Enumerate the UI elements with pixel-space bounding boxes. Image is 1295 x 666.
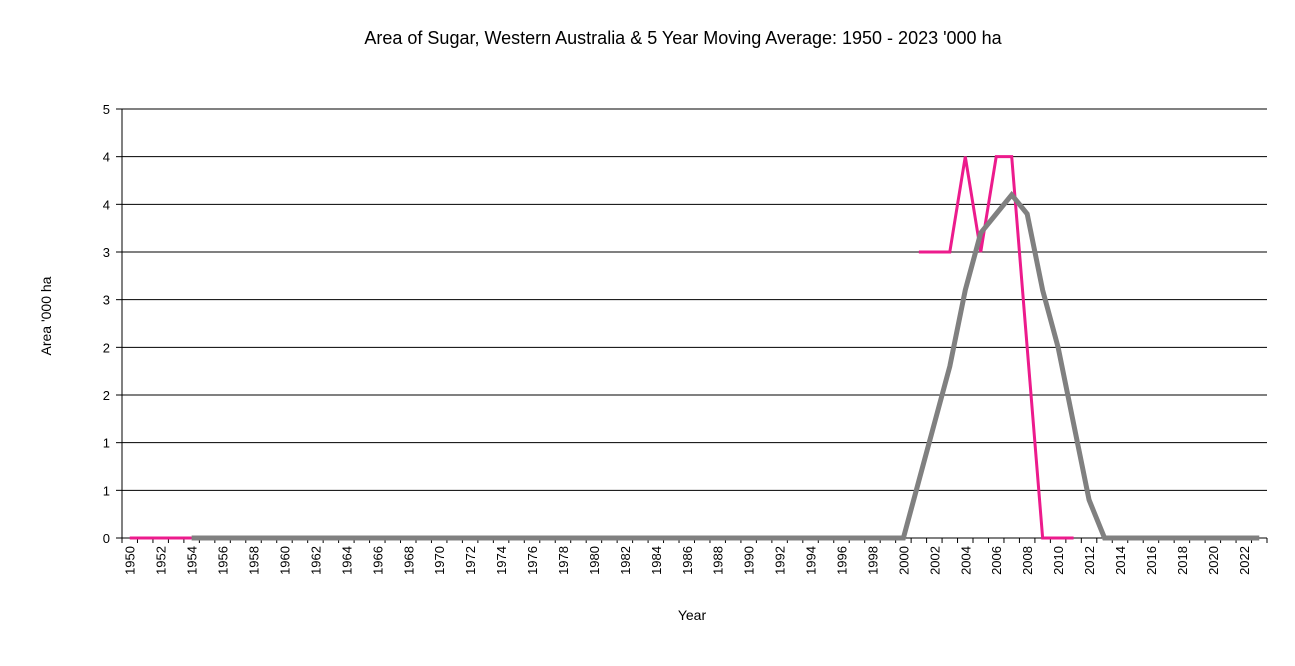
y-tick-label: 2 [103, 340, 110, 355]
x-tick-label: 1992 [773, 546, 788, 575]
y-tick-label: 5 [103, 102, 110, 117]
y-tick-label: 1 [103, 436, 110, 451]
x-tick-label: 1970 [432, 546, 447, 575]
series-group [129, 155, 1260, 541]
chart-title: Area of Sugar, Western Australia & 5 Yea… [364, 28, 1002, 48]
y-tick-label: 1 [103, 483, 110, 498]
x-tick-label: 2018 [1175, 546, 1190, 575]
x-tick-label: 1986 [680, 546, 695, 575]
y-tick-label: 3 [103, 245, 110, 260]
y-tick-label: 0 [103, 531, 110, 546]
x-tick-label: 1982 [618, 546, 633, 575]
gridlines [122, 108, 1267, 491]
series-line-area [129, 155, 1074, 540]
x-tick-label: 1964 [339, 546, 354, 575]
x-tick-label: 1972 [463, 546, 478, 575]
x-tick-label: 1990 [742, 546, 757, 575]
x-tick-label: 2006 [989, 546, 1004, 575]
x-tick-label: 1984 [649, 546, 664, 575]
y-tick-label: 4 [103, 197, 110, 212]
x-tick-label: 1980 [587, 546, 602, 575]
x-tick-label: 2012 [1082, 546, 1097, 575]
x-tick-label: 1998 [865, 546, 880, 575]
y-tick-label: 4 [103, 150, 110, 165]
x-tick-label: 2016 [1144, 546, 1159, 575]
x-tick-label: 1956 [216, 546, 231, 575]
x-tick-label: 2002 [927, 546, 942, 575]
x-tick-label: 2000 [896, 546, 911, 575]
x-tick-label: 1994 [804, 546, 819, 575]
x-tick-label: 1974 [494, 546, 509, 575]
x-tick-label: 2010 [1051, 546, 1066, 575]
x-tick-label: 1996 [834, 546, 849, 575]
x-tick-label: 2014 [1113, 546, 1128, 575]
x-axis-title: Year [678, 607, 707, 623]
y-axis-title: Area '000 ha [38, 276, 54, 355]
x-tick-label: 1952 [154, 546, 169, 575]
x-tick-label: 1954 [185, 546, 200, 575]
x-tick-label: 1976 [525, 546, 540, 575]
series-line-moving-average [191, 190, 1260, 541]
axes [116, 108, 1268, 543]
x-tick-label: 1966 [370, 546, 385, 575]
x-tick-label: 2022 [1237, 546, 1252, 575]
y-tick-labels: 0 1 1 2 2 3 3 4 4 5 [103, 102, 110, 546]
y-tick-label: 2 [103, 388, 110, 403]
x-tick-label: 1958 [247, 546, 262, 575]
y-tick-label: 3 [103, 293, 110, 308]
x-tick-label: 1960 [277, 546, 292, 575]
x-tick-labels: 1950 1952 1954 1956 1958 1960 1962 1964 1966 1968… [123, 546, 1252, 575]
x-tick-label: 2008 [1020, 546, 1035, 575]
x-tick-label: 2020 [1206, 546, 1221, 575]
x-tick-label: 1962 [308, 546, 323, 575]
x-tick-label: 1978 [556, 546, 571, 575]
x-tick-label: 2004 [958, 546, 973, 575]
x-tick-label: 1988 [711, 546, 726, 575]
x-tick-label: 1968 [401, 546, 416, 575]
x-tick-label: 1950 [123, 546, 138, 575]
